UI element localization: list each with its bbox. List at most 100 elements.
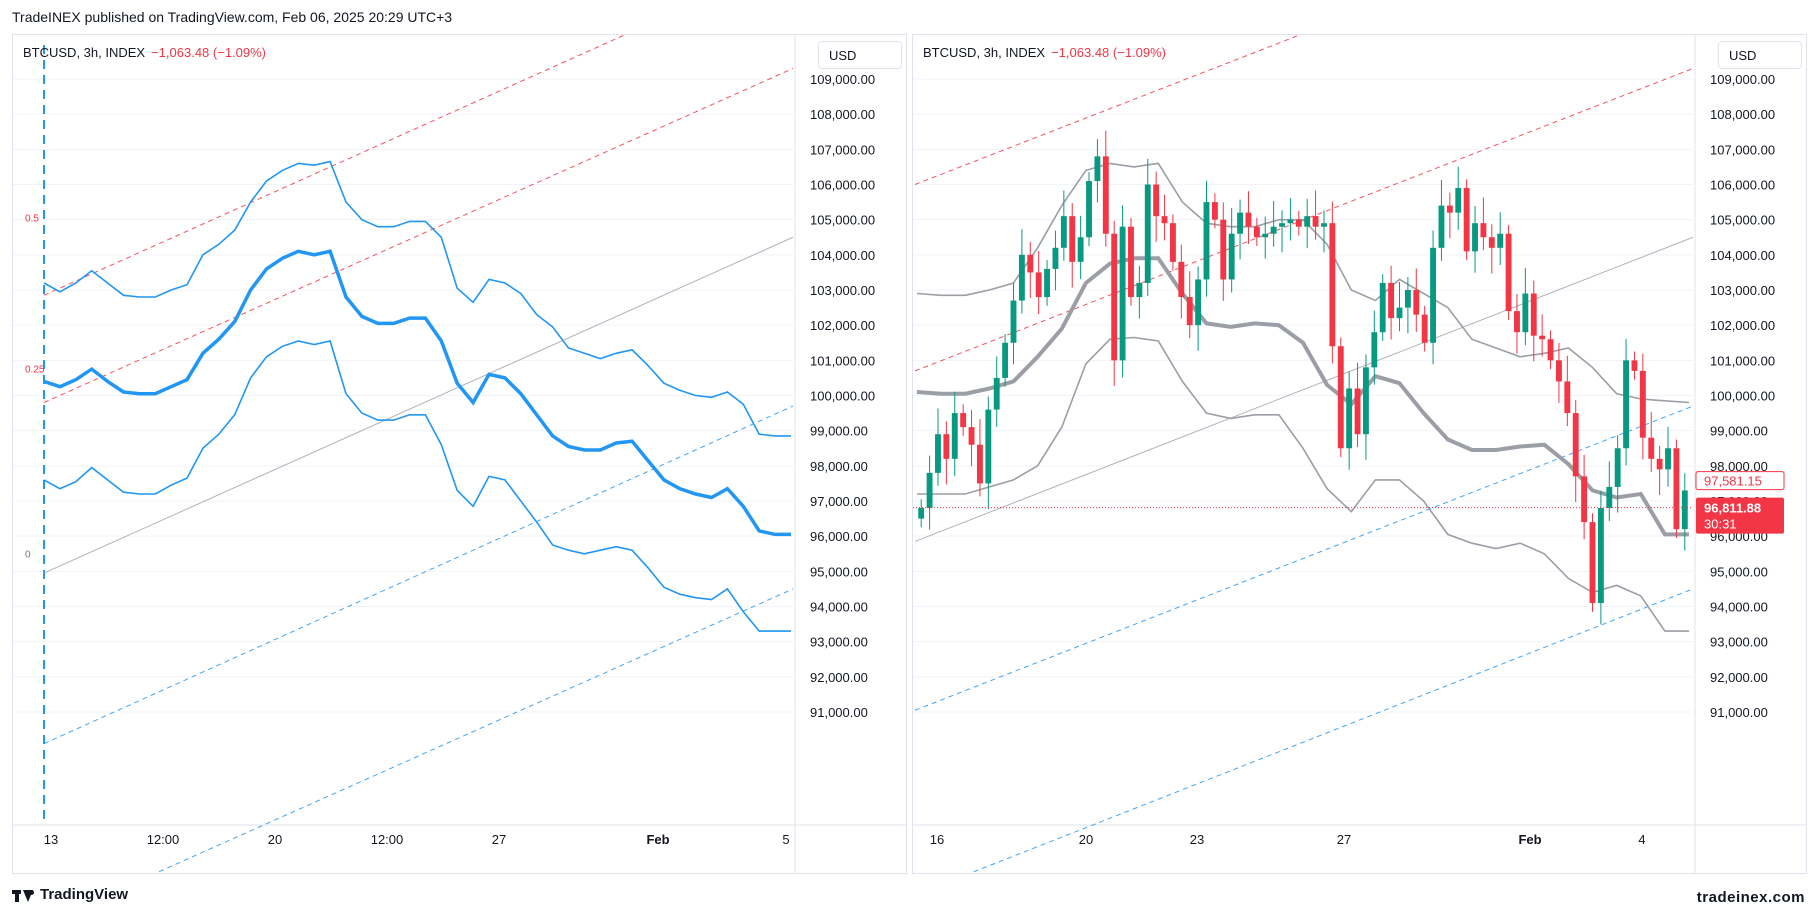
- left-y-tick-label: 96,000.00: [810, 529, 868, 544]
- left-channel-line-red: [43, 67, 794, 403]
- right-legend-symbol: BTCUSD, 3h, INDEX: [923, 45, 1046, 60]
- left-y-tick-label: 92,000.00: [810, 670, 868, 685]
- right-candle-body: [993, 377, 1000, 410]
- left-y-tick-label: 106,000.00: [810, 178, 875, 193]
- right-x-tick-label: 16: [930, 832, 944, 847]
- left-y-tick-label: 104,000.00: [810, 248, 875, 263]
- right-candle-body: [1379, 282, 1386, 333]
- left-chart-panel[interactable]: 109,000.00 108,000.00 107,000.00 106,000.00…: [12, 34, 907, 874]
- right-candle-body: [1086, 180, 1092, 238]
- right-candle-body: [1463, 188, 1470, 252]
- right-candle-body: [1446, 205, 1453, 213]
- right-candle-body: [1455, 188, 1462, 213]
- right-y-tick-label: 102,000.00: [1710, 318, 1775, 333]
- right-candle-body: [1656, 458, 1663, 470]
- right-candle-body: [1413, 290, 1420, 315]
- right-y-tick-label: 108,000.00: [1710, 107, 1775, 122]
- watermark: tradeinex.com: [1696, 889, 1805, 906]
- right-candle-body: [1077, 237, 1084, 262]
- right-candle-body: [1430, 247, 1437, 343]
- right-x-tick-label: 27: [1337, 832, 1351, 847]
- right-candle-body: [1262, 233, 1269, 238]
- right-candle-body: [1388, 282, 1395, 319]
- right-candle-body: [1555, 360, 1562, 382]
- right-candle-body: [1044, 268, 1051, 298]
- right-candle-body: [1396, 307, 1403, 319]
- right-y-tick-label: 94,000.00: [1710, 600, 1768, 615]
- tradingview-logo[interactable]: TradingView: [12, 886, 128, 903]
- right-candle-body: [1539, 335, 1546, 340]
- right-candle-body: [1346, 388, 1353, 449]
- left-x-tick-label: 20: [268, 832, 282, 847]
- right-y-tick-label: 95,000.00: [1710, 564, 1768, 579]
- left-y-tick-label: 99,000.00: [810, 424, 868, 439]
- left-band-lower-line: [43, 340, 791, 632]
- right-candle-body: [1186, 297, 1193, 326]
- right-candle-body: [1279, 223, 1285, 227]
- right-candle-body: [918, 508, 925, 519]
- right-candle-body: [1514, 311, 1520, 333]
- right-y-tick-label: 91,000.00: [1710, 705, 1768, 720]
- right-candle-body: [1354, 388, 1361, 435]
- left-y-tick-label: 100,000.00: [810, 389, 875, 404]
- right-candle-body: [1220, 219, 1227, 280]
- left-channel-line-grey: [43, 236, 794, 574]
- right-y-tick-label: 100,000.00: [1710, 389, 1775, 404]
- left-chart-canvas[interactable]: 109,000.00 108,000.00 107,000.00 106,000.00…: [13, 35, 906, 873]
- right-candle-body: [1128, 226, 1134, 298]
- right-candle-body: [1312, 216, 1319, 227]
- right-candle-body: [985, 409, 992, 484]
- left-y-tick-label: 101,000.00: [810, 353, 875, 368]
- right-channel-line-red: [914, 35, 1301, 185]
- right-candle-body: [1002, 342, 1009, 378]
- right-x-tick-label: 4: [1638, 832, 1645, 847]
- right-candle-body: [1119, 226, 1126, 361]
- published-header: TradeINEX published on TradingView.com, …: [12, 9, 453, 25]
- right-channel-line-blue: [914, 405, 1694, 711]
- right-candle-body: [1287, 219, 1294, 224]
- right-candle-body: [1614, 448, 1621, 487]
- left-y-tick-label: 107,000.00: [810, 142, 875, 157]
- right-y-tick-label: 106,000.00: [1710, 178, 1775, 193]
- right-candle-body: [1597, 508, 1604, 603]
- right-candle-body: [1136, 282, 1143, 298]
- right-candle-body: [1329, 223, 1336, 347]
- right-x-tick-label: 20: [1079, 832, 1093, 847]
- right-currency-button[interactable]: USD: [1718, 41, 1802, 69]
- right-candle-body: [1295, 219, 1302, 227]
- right-candle-body: [1069, 216, 1076, 262]
- right-candle-body: [1144, 184, 1151, 283]
- right-candle-body: [1195, 279, 1202, 326]
- right-overlay-middle-line: [916, 256, 1689, 537]
- right-candle-body: [1060, 216, 1067, 248]
- right-legend-change: −1,063.48 (−1.09%): [1051, 45, 1167, 60]
- right-candle-body: [1270, 226, 1277, 234]
- right-candle-body: [1681, 490, 1688, 530]
- right-last-price-label: 97,581.15: [1704, 474, 1762, 489]
- left-band-upper-line: [43, 160, 791, 437]
- right-candle-body: [1362, 367, 1369, 435]
- right-chart-canvas[interactable]: 109,000.00 108,000.00 107,000.00 106,000.00…: [913, 35, 1806, 873]
- right-candle-body: [1245, 212, 1252, 227]
- right-candle-body: [1572, 413, 1579, 477]
- right-candle-body: [1153, 184, 1160, 217]
- right-candle-body: [1488, 237, 1495, 248]
- right-candle-body: [1564, 381, 1571, 414]
- right-candle-body: [1505, 233, 1512, 312]
- right-candle-body: [1589, 522, 1596, 603]
- right-candle-body: [1472, 223, 1478, 252]
- right-candle-body: [1178, 261, 1185, 298]
- right-candle-body: [1304, 216, 1311, 227]
- left-channel-line-blue: [154, 588, 794, 873]
- right-candle-body: [968, 427, 975, 445]
- right-y-tick-label: 93,000.00: [1710, 635, 1768, 650]
- right-candle-body: [1010, 300, 1017, 343]
- right-y-tick-label: 99,000.00: [1710, 424, 1768, 439]
- right-chart-panel[interactable]: 109,000.00 108,000.00 107,000.00 106,000.00…: [912, 34, 1807, 874]
- left-currency-button[interactable]: USD: [818, 41, 902, 69]
- right-candle-body: [1211, 202, 1218, 220]
- right-candle-body: [1253, 226, 1260, 238]
- right-y-tick-label: 107,000.00: [1710, 142, 1775, 157]
- left-y-tick-label: 109,000.00: [810, 72, 875, 87]
- left-y-tick-label: 108,000.00: [810, 107, 875, 122]
